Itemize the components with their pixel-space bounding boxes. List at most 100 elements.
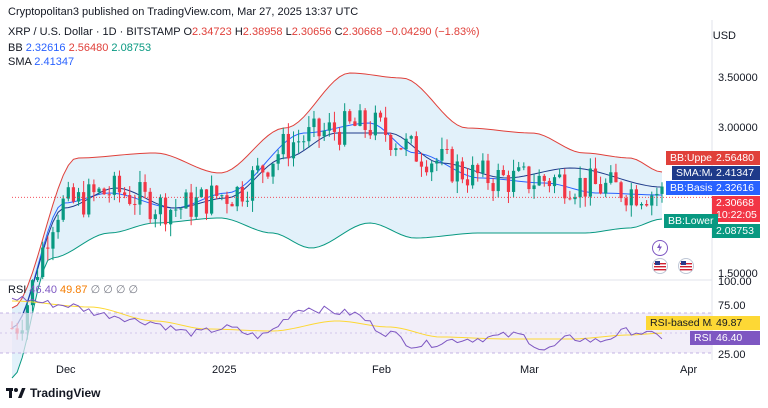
change-value: −0.04290 (−1.83%) bbox=[385, 26, 480, 38]
candle-body bbox=[312, 118, 316, 128]
open-value: 2.34723 bbox=[192, 26, 232, 38]
candle-body bbox=[465, 179, 470, 186]
candle-body bbox=[220, 195, 224, 197]
tradingview-logo-icon bbox=[6, 388, 26, 398]
candle-body bbox=[476, 164, 480, 174]
rsi-ma-tag-label: RSI-based MA bbox=[646, 316, 723, 330]
candle-body bbox=[261, 165, 265, 173]
candle-body bbox=[496, 169, 500, 192]
candle-body bbox=[445, 148, 449, 150]
bb-lower-value: 2.08753 bbox=[111, 42, 152, 54]
candle-body bbox=[558, 174, 562, 178]
rsi-legend[interactable]: RSI 46.40 49.87 ∅ ∅ ∅ ∅ bbox=[8, 283, 138, 296]
candle-body bbox=[419, 161, 424, 167]
candle-body bbox=[645, 204, 649, 206]
bb-label: BB bbox=[8, 42, 23, 54]
candle-body bbox=[322, 130, 326, 137]
candle-body bbox=[614, 172, 618, 183]
candle-body bbox=[378, 112, 383, 118]
close-label: C bbox=[334, 26, 343, 38]
rsi-tick-100: 100.00 bbox=[718, 276, 752, 288]
candle-body bbox=[527, 166, 531, 190]
candle-body bbox=[133, 203, 137, 205]
candle-body bbox=[163, 197, 168, 225]
price-tick-3-0: 3.00000 bbox=[718, 122, 758, 134]
candle-body bbox=[153, 214, 157, 220]
candle-body bbox=[430, 163, 434, 173]
bb-basis-tag-value: 2.32616 bbox=[712, 181, 760, 195]
candle-body bbox=[286, 133, 290, 159]
sma-value: 2.41347 bbox=[34, 56, 75, 68]
candle-body bbox=[148, 191, 152, 220]
candle-body bbox=[655, 193, 659, 196]
candle-body bbox=[194, 197, 198, 217]
bb-upper-value: 2.56480 bbox=[68, 42, 109, 54]
time-label-2025: 2025 bbox=[212, 364, 237, 376]
symbol-title[interactable]: XRP / U.S. Dollar · 1D · BITSTAMP bbox=[8, 26, 181, 38]
candle-body bbox=[598, 184, 603, 194]
candle-body bbox=[460, 161, 464, 180]
candle-body bbox=[481, 160, 485, 174]
us-flag-icon-2[interactable] bbox=[678, 258, 694, 274]
candle-body bbox=[271, 163, 275, 177]
candle-body bbox=[573, 197, 577, 200]
candle-body bbox=[51, 232, 55, 249]
candle-body bbox=[240, 186, 244, 202]
sma-label: SMA bbox=[8, 56, 32, 68]
candle-body bbox=[117, 175, 122, 193]
candle-body bbox=[66, 187, 70, 199]
candle-body bbox=[593, 168, 598, 185]
candle-body bbox=[624, 198, 628, 206]
candle-body bbox=[547, 180, 552, 187]
candle-body bbox=[358, 110, 362, 126]
candle-body bbox=[353, 121, 357, 126]
candle-body bbox=[225, 195, 229, 204]
rsi-line bbox=[11, 295, 663, 351]
candle-body bbox=[276, 154, 280, 164]
candle-body bbox=[404, 138, 408, 150]
candle-body bbox=[250, 170, 255, 201]
sma-legend[interactable]: SMA 2.41347 bbox=[8, 56, 74, 68]
candle-body bbox=[348, 111, 352, 122]
sma-tag-value: 2.41347 bbox=[712, 166, 760, 180]
time-label-dec: Dec bbox=[56, 364, 76, 376]
candle-body bbox=[414, 136, 418, 162]
candle-body bbox=[71, 187, 76, 202]
lightning-icon[interactable] bbox=[652, 240, 668, 256]
candle-body bbox=[568, 198, 572, 200]
candle-body bbox=[363, 110, 367, 130]
candle-body bbox=[389, 134, 393, 151]
candle-body bbox=[56, 219, 60, 233]
candle-body bbox=[450, 149, 454, 182]
candle-body bbox=[112, 175, 116, 195]
candle-body bbox=[532, 185, 536, 190]
bb-lower-tag-value: 2.08753 bbox=[712, 224, 760, 238]
rsi-tag-value: 46.40 bbox=[712, 331, 760, 345]
candle-body bbox=[266, 172, 270, 177]
candle-body bbox=[302, 141, 306, 143]
high-label: H bbox=[234, 26, 243, 38]
bollinger-band-fill bbox=[12, 73, 662, 378]
rsi-tick-75: 75.00 bbox=[718, 300, 746, 312]
rsi-tick-25: 25.00 bbox=[718, 349, 746, 361]
time-label-feb: Feb bbox=[372, 364, 391, 376]
candle-body bbox=[604, 182, 608, 194]
tradingview-logo[interactable]: TradingView bbox=[6, 386, 100, 400]
candle-body bbox=[210, 185, 214, 214]
bb-lower-line bbox=[11, 217, 663, 379]
candle-body bbox=[424, 166, 429, 173]
candle-body bbox=[435, 160, 439, 164]
bb-legend[interactable]: BB 2.32616 2.56480 2.08753 bbox=[8, 42, 151, 54]
candle-body bbox=[399, 148, 403, 150]
candle-body bbox=[128, 195, 132, 204]
last-price-tag: 2.30668 bbox=[712, 196, 760, 210]
candle-body bbox=[619, 182, 623, 199]
candle-body bbox=[517, 167, 521, 171]
ohlc-legend: XRP / U.S. Dollar · 1D · BITSTAMP O2.347… bbox=[8, 26, 480, 38]
rsi-extra-values: ∅ ∅ ∅ ∅ bbox=[90, 284, 139, 296]
candle-body bbox=[204, 189, 209, 214]
us-flag-icon[interactable] bbox=[652, 258, 668, 274]
candle-body bbox=[189, 192, 193, 217]
bb-upper-tag-label: BB:Upper bbox=[666, 151, 720, 165]
